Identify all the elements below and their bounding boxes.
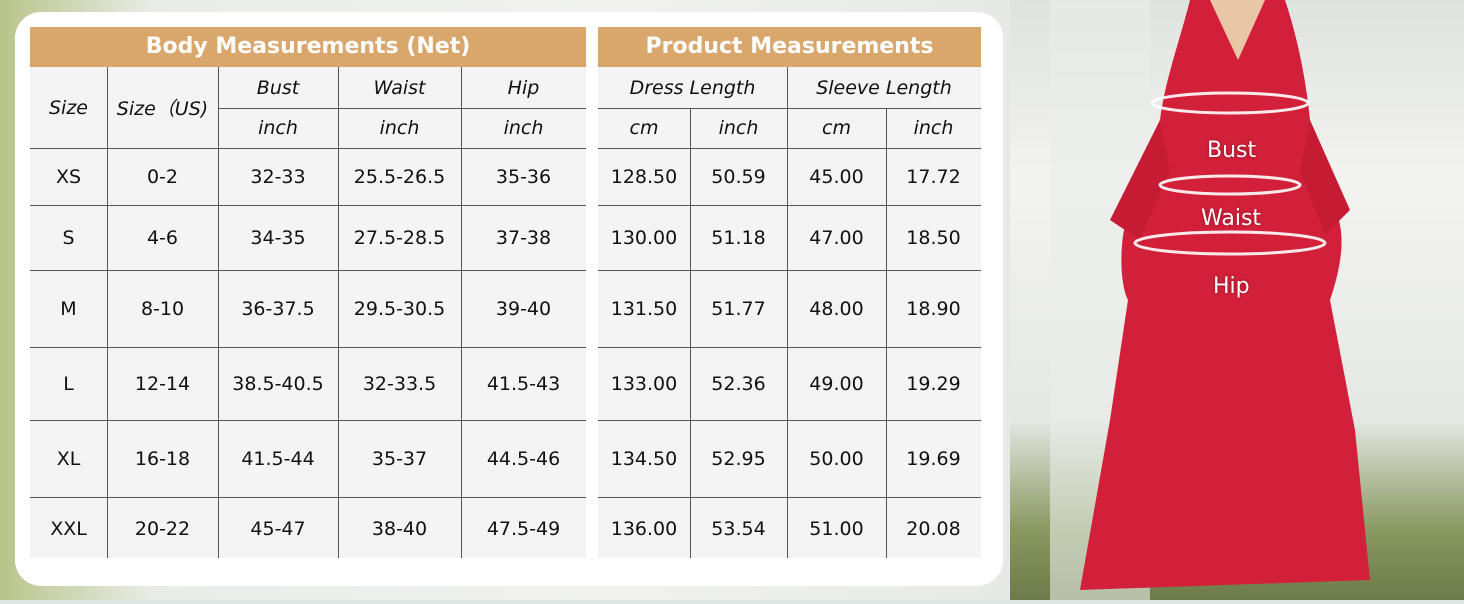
product-table-title: Product Measurements (598, 27, 981, 67)
table-cell: 51.77 (711, 297, 766, 320)
table-cell: 134.50 (610, 447, 678, 470)
table-cell: 49.00 (809, 372, 864, 395)
table-cell: XS (55, 165, 82, 188)
table-cell: 32-33.5 (362, 372, 437, 395)
table-cell: 16-18 (134, 447, 191, 470)
table-cell: M (60, 297, 77, 320)
table-cell: 19.69 (906, 447, 961, 470)
table-cell: 50.59 (711, 165, 766, 188)
grid-line (598, 148, 981, 149)
table-cell: 36-37.5 (241, 297, 315, 320)
table-cell: 18.50 (906, 226, 961, 249)
header-size-us: Size（US) (116, 98, 209, 120)
table-cell: 136.00 (610, 517, 678, 540)
table-cell: 131.50 (610, 297, 678, 320)
table-cell: 4-6 (146, 226, 179, 249)
grid-line (30, 148, 586, 149)
header-unit: inch (503, 117, 544, 139)
table-cell: 18.90 (906, 297, 961, 320)
grid-line (886, 108, 887, 558)
table-cell: 34-35 (250, 226, 306, 249)
body-measurements-table: Body Measurements (Net) Size Size（US) Bust… (30, 27, 586, 558)
table-cell: 29.5-30.5 (353, 297, 446, 320)
grid-line (30, 347, 586, 348)
header-unit: cm (822, 117, 851, 139)
header-unit: inch (379, 117, 420, 139)
header-sleeve-length: Sleeve Length (816, 76, 952, 99)
header-unit: inch (718, 117, 759, 139)
hip-label: Hip (1213, 274, 1250, 299)
table-cell: 45-47 (250, 517, 306, 540)
table-cell: 20.08 (906, 517, 961, 540)
header-hip: Hip (507, 76, 540, 99)
table-cell: 44.5-46 (486, 447, 561, 470)
grid-line (30, 270, 586, 271)
table-cell: 27.5-28.5 (353, 226, 446, 249)
table-cell: 53.54 (711, 517, 766, 540)
table-cell: 32-33 (250, 165, 306, 188)
body-table-title: Body Measurements (Net) (30, 27, 586, 67)
grid-line (30, 205, 586, 206)
grid-line (461, 67, 462, 558)
grid-line (598, 108, 981, 109)
header-waist: Waist (373, 76, 426, 99)
header-unit: cm (629, 117, 659, 139)
red-dress-illustration (1050, 0, 1370, 600)
table-cell: 41.5-44 (241, 447, 315, 470)
grid-line (598, 347, 981, 348)
table-cell: 50.00 (809, 447, 864, 470)
table-cell: XXL (50, 517, 87, 540)
table-cell: 17.72 (906, 165, 961, 188)
table-cell: 35-36 (495, 165, 552, 188)
table-cell: 51.00 (809, 517, 864, 540)
header-dress-length: Dress Length (629, 76, 756, 99)
table-cell: XL (56, 447, 81, 470)
table-cell: 38.5-40.5 (232, 372, 324, 395)
table-cell: 130.00 (610, 226, 678, 249)
table-cell: 133.00 (610, 372, 678, 395)
grid-line (598, 497, 981, 498)
table-cell: 52.36 (711, 372, 766, 395)
grid-line (107, 67, 108, 558)
table-cell: 20-22 (134, 517, 191, 540)
header-unit: inch (258, 117, 298, 139)
table-cell: 8-10 (140, 297, 185, 320)
table-cell: L (63, 372, 74, 395)
model-photo: Bust Waist Hip (1010, 0, 1464, 600)
table-cell: 0-2 (146, 165, 179, 188)
grid-line (30, 497, 586, 498)
table-cell: 12-14 (134, 372, 191, 395)
table-cell: 52.95 (711, 447, 766, 470)
grid-line (787, 67, 788, 558)
table-cell: 128.50 (610, 165, 678, 188)
table-cell: 48.00 (809, 297, 864, 320)
grid-line (598, 205, 981, 206)
grid-line (338, 67, 339, 558)
table-cell: 45.00 (809, 165, 864, 188)
table-cell: 19.29 (906, 372, 961, 395)
product-measurements-table: Product Measurements Dress Length Sleeve … (598, 27, 981, 558)
table-cell: 47.00 (809, 226, 864, 249)
grid-line (218, 108, 586, 109)
table-cell: 35-37 (371, 447, 428, 470)
header-unit: inch (913, 117, 954, 139)
bust-label: Bust (1207, 138, 1257, 163)
grid-line (598, 270, 981, 271)
table-cell: 41.5-43 (486, 372, 561, 395)
header-bust: Bust (256, 76, 300, 99)
grid-line (690, 108, 691, 558)
table-cell: 25.5-26.5 (353, 165, 446, 188)
grid-line (218, 67, 219, 558)
table-cell: 37-38 (495, 226, 552, 249)
table-cell: 38-40 (371, 517, 428, 540)
table-cell: 51.18 (711, 226, 766, 249)
table-cell: S (62, 226, 75, 249)
header-size: Size (48, 96, 88, 119)
waist-label: Waist (1201, 206, 1262, 231)
table-cell: 47.5-49 (486, 517, 561, 540)
grid-line (598, 420, 981, 421)
table-cell: 39-40 (495, 297, 552, 320)
grid-line (30, 420, 586, 421)
